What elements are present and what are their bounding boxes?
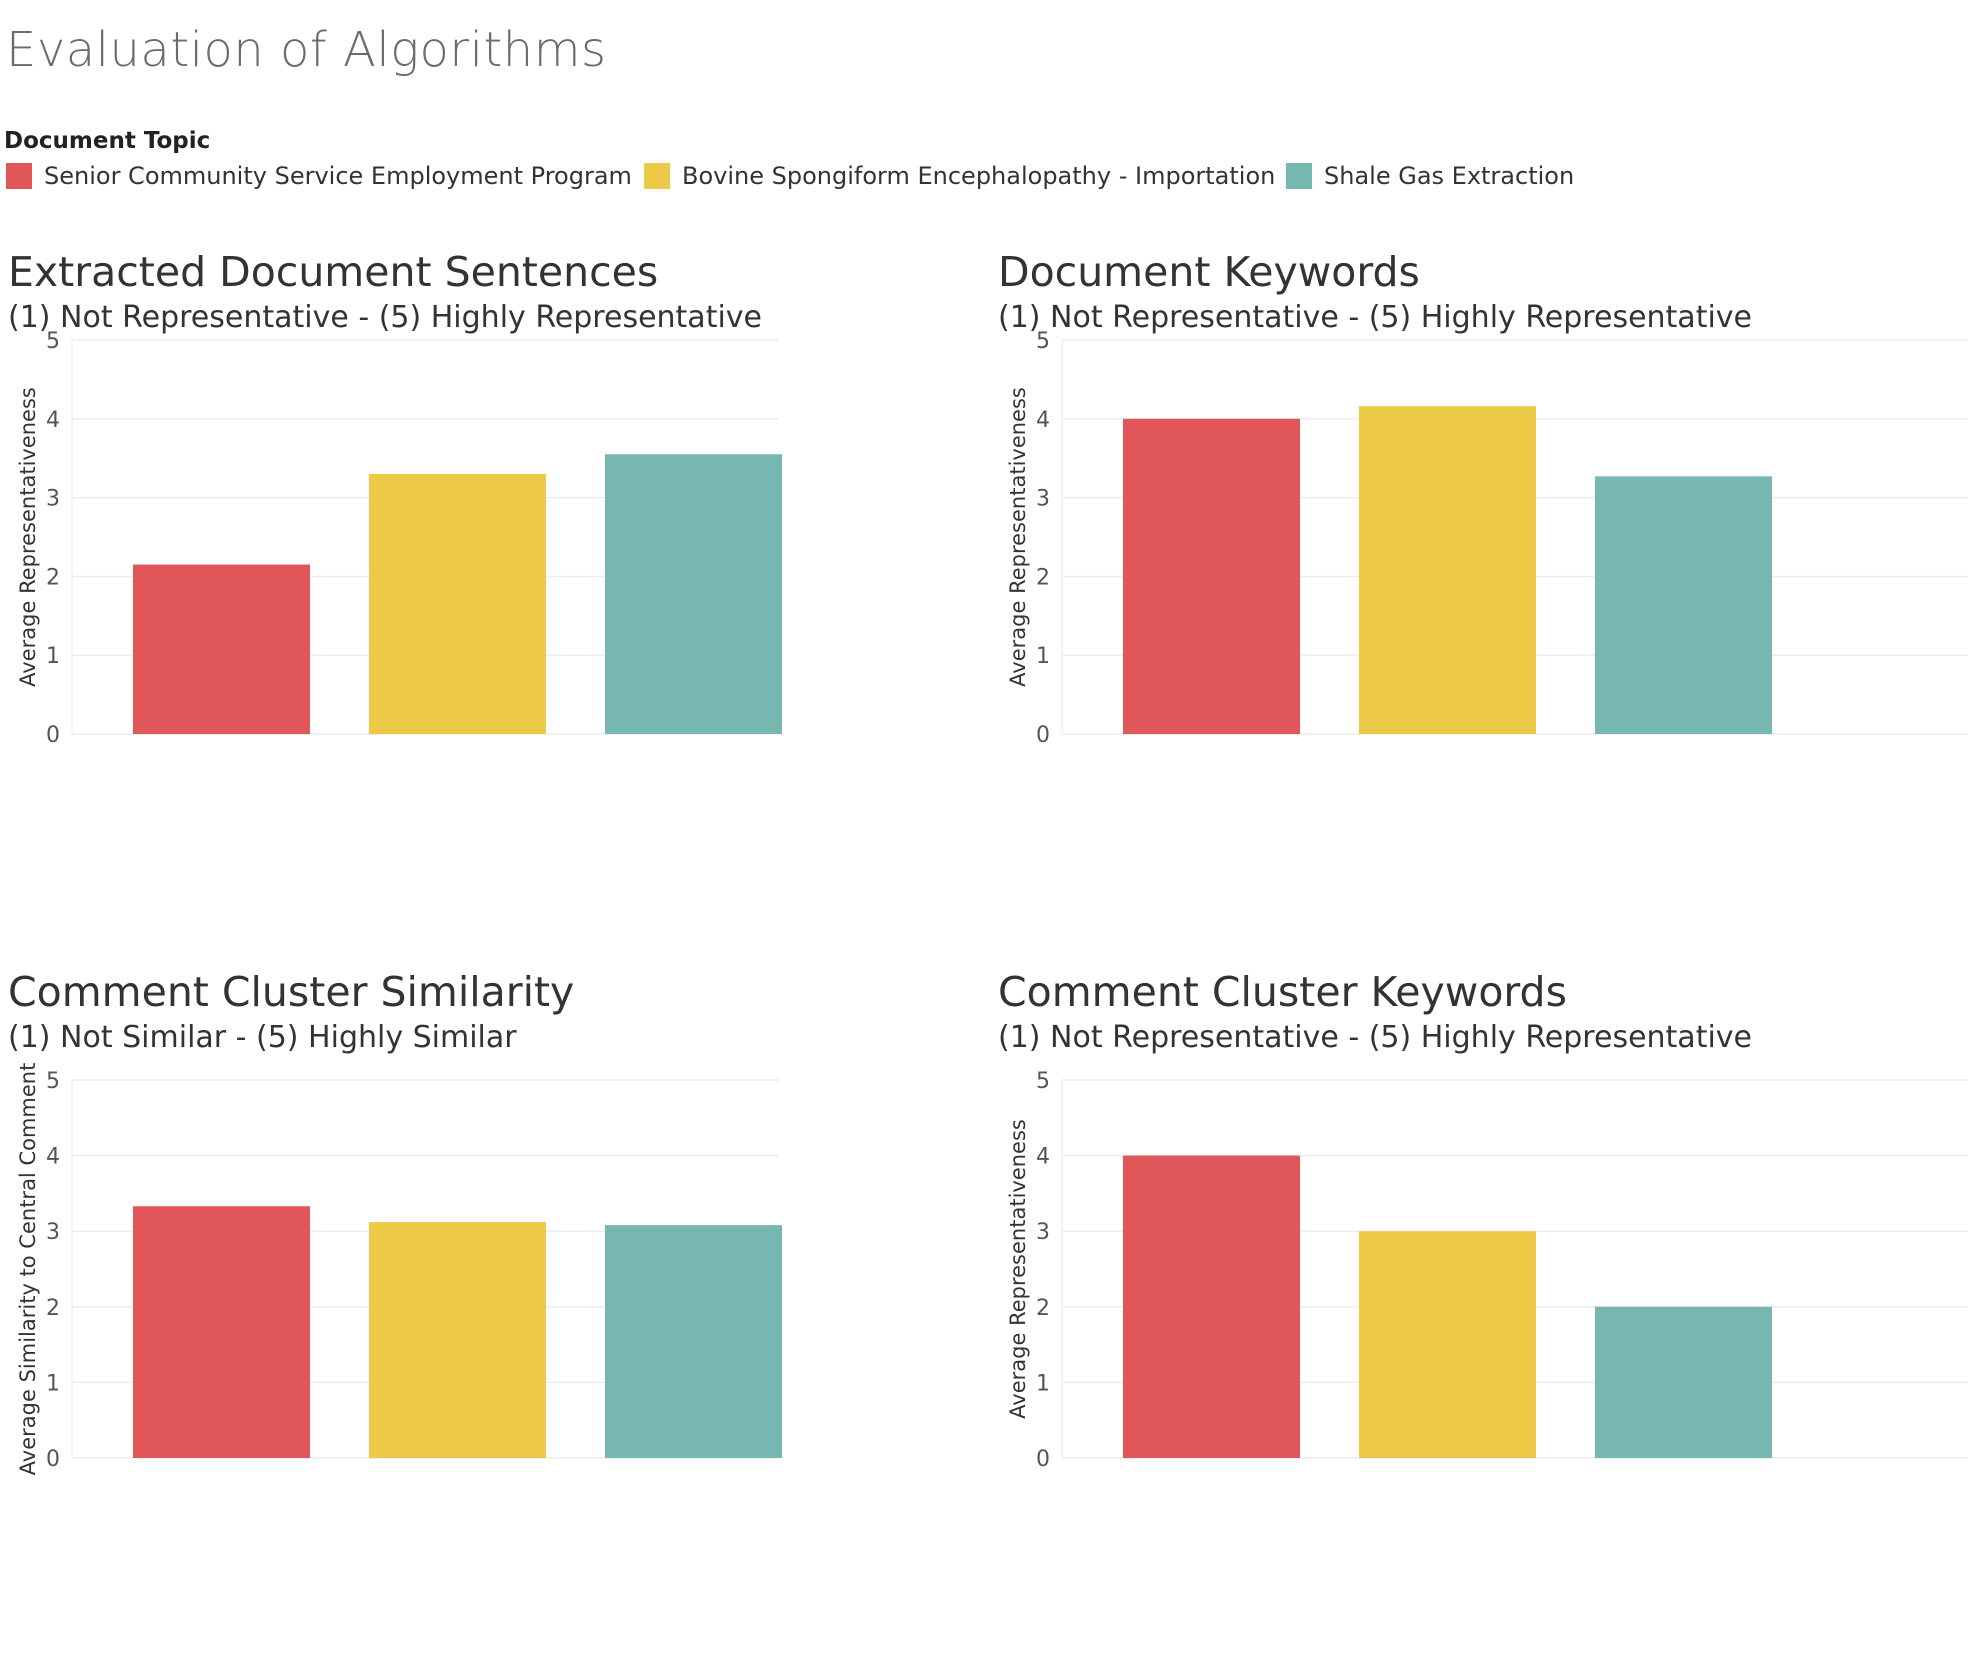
chart-subtitle: (1) Not Representative - (5) Highly Repr…	[998, 300, 1752, 335]
legend-label: Bovine Spongiform Encephalopathy - Impor…	[682, 162, 1276, 190]
page-title: Evaluation of Algorithms	[6, 22, 607, 78]
chart-title: Document Keywords	[998, 248, 1420, 296]
legend-label: Shale Gas Extraction	[1324, 162, 1575, 190]
legend-items: Senior Community Service Employment Prog…	[4, 162, 1604, 196]
y-tick-label: 3	[46, 1220, 60, 1245]
chart-panel-document-keywords: Document Keywords (1) Not Representative…	[994, 248, 1968, 908]
y-axis-title: Average Representativeness	[1006, 387, 1030, 687]
y-tick-label: 2	[1036, 565, 1050, 590]
bar-chart: 0 1 2 3 4 5 Average Representativeness	[1006, 1069, 1968, 1472]
bar	[605, 454, 782, 734]
bar	[133, 564, 310, 734]
chart-subtitle: (1) Not Representative - (5) Highly Repr…	[8, 300, 762, 335]
y-tick-label: 3	[1036, 1220, 1050, 1245]
y-tick-label: 0	[1036, 1447, 1050, 1472]
y-tick-label: 0	[46, 723, 60, 748]
y-tick-label: 4	[1036, 1145, 1050, 1170]
y-tick-label: 2	[1036, 1296, 1050, 1321]
bar	[1123, 418, 1300, 734]
bar	[1595, 476, 1772, 734]
legend-label: Senior Community Service Employment Prog…	[44, 162, 632, 190]
chart-title: Comment Cluster Similarity	[8, 968, 575, 1016]
y-tick-label: 2	[46, 1296, 60, 1321]
legend-item-shale-gas[interactable]: Shale Gas Extraction	[1286, 162, 1574, 190]
y-tick-label: 0	[46, 1447, 60, 1472]
legend-title: Document Topic	[4, 128, 211, 154]
bar-chart: 0 1 2 3 4 5 Average Representativeness	[1006, 329, 1968, 748]
chart-subtitle: (1) Not Representative - (5) Highly Repr…	[998, 1020, 1752, 1055]
y-tick-label: 5	[46, 329, 60, 354]
y-axis-title: Average Similarity to Central Comment	[16, 1063, 40, 1476]
bar	[1359, 406, 1536, 734]
bar	[369, 473, 546, 734]
chart-panel-comment-keywords: Comment Cluster Keywords (1) Not Represe…	[994, 968, 1968, 1628]
y-tick-label: 4	[46, 1145, 60, 1170]
bar-chart: 0 1 2 3 4 5 Average Representativeness	[16, 329, 782, 748]
y-tick-label: 4	[1036, 408, 1050, 433]
bar	[133, 1206, 310, 1458]
y-tick-label: 3	[46, 487, 60, 512]
legend-swatch	[1286, 163, 1312, 189]
y-tick-label: 0	[1036, 723, 1050, 748]
y-tick-label: 3	[1036, 487, 1050, 512]
y-tick-label: 5	[46, 1069, 60, 1094]
legend: Document Topic Senior Community Service …	[4, 128, 1574, 190]
bar	[605, 1225, 782, 1458]
bar	[1123, 1155, 1300, 1458]
y-tick-label: 1	[46, 644, 60, 669]
chart-subtitle: (1) Not Similar - (5) Highly Similar	[8, 1020, 517, 1055]
y-tick-label: 4	[46, 408, 60, 433]
y-tick-label: 1	[46, 1371, 60, 1396]
legend-swatch	[644, 163, 670, 189]
legend-swatch	[6, 163, 32, 189]
chart-panel-extracted-sentences: Extracted Document Sentences (1) Not Rep…	[4, 248, 979, 908]
bar	[1359, 1231, 1536, 1458]
legend-item-bovine-spongiform[interactable]: Bovine Spongiform Encephalopathy - Impor…	[644, 162, 1275, 190]
y-tick-label: 2	[46, 565, 60, 590]
y-axis-title: Average Representativeness	[16, 387, 40, 687]
chart-title: Comment Cluster Keywords	[998, 968, 1567, 1016]
chart-panel-comment-similarity: Comment Cluster Similarity (1) Not Simil…	[4, 968, 979, 1628]
bar	[1595, 1306, 1772, 1458]
y-tick-label: 1	[1036, 1371, 1050, 1396]
chart-title: Extracted Document Sentences	[8, 248, 659, 296]
y-tick-label: 5	[1036, 1069, 1050, 1094]
y-tick-label: 5	[1036, 329, 1050, 354]
bar	[369, 1222, 546, 1458]
legend-item-senior-community[interactable]: Senior Community Service Employment Prog…	[6, 162, 632, 190]
y-axis-title: Average Representativeness	[1006, 1119, 1030, 1419]
y-tick-label: 1	[1036, 644, 1050, 669]
